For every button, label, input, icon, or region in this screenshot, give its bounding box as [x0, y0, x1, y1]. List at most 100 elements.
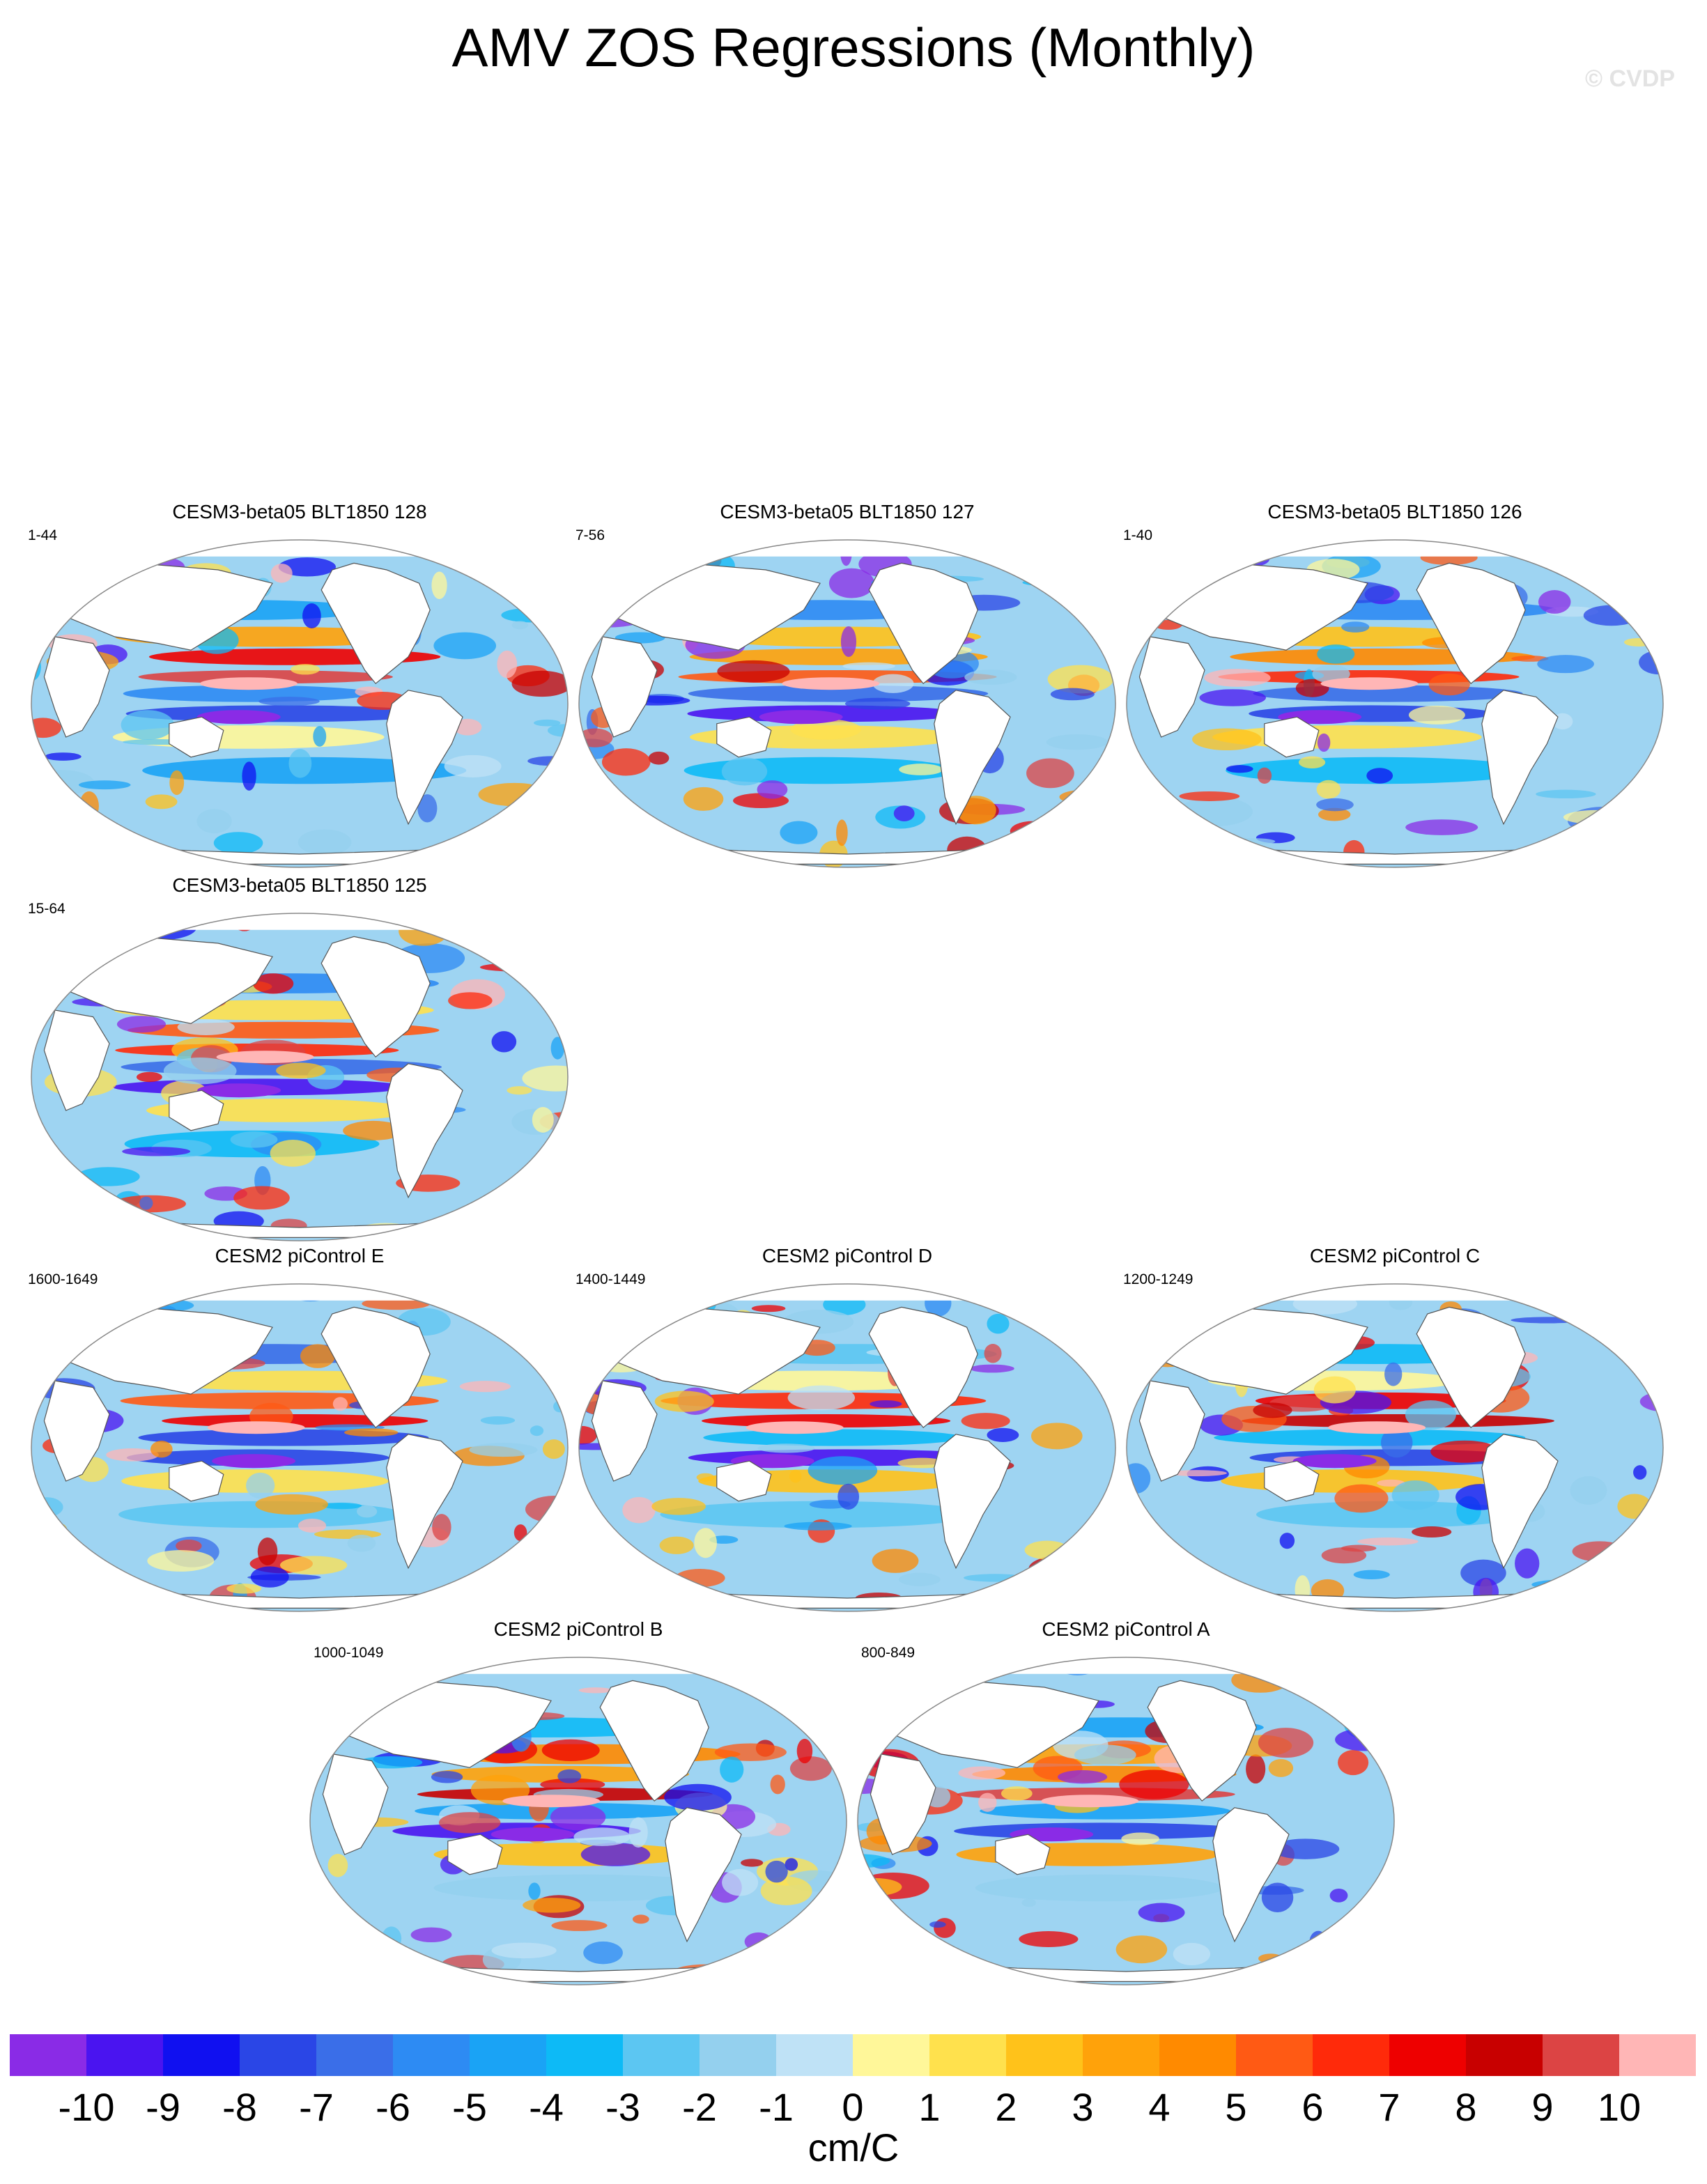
- anomaly-patch: [837, 1483, 860, 1510]
- anomaly-patch: [579, 1351, 590, 1363]
- anomaly-min: [1292, 1454, 1377, 1469]
- colorbar-tick-label: -8: [222, 2085, 257, 2129]
- colorbar-tick-label: -7: [299, 2085, 334, 2129]
- anomaly-patch: [1536, 789, 1596, 799]
- anomaly-patch: [79, 791, 99, 821]
- land-mass: [1416, 562, 1526, 685]
- anomaly-patch: [1232, 551, 1270, 567]
- anomaly-patch: [1515, 1548, 1540, 1579]
- anomaly-patch: [721, 757, 768, 786]
- land-mass: [1416, 1306, 1526, 1429]
- anomaly-patch: [462, 1581, 493, 1611]
- anomaly-patch: [1317, 644, 1355, 664]
- anomaly-patch: [1612, 580, 1663, 588]
- anomaly-patch: [132, 860, 206, 867]
- anomaly-patch: [1028, 1556, 1092, 1583]
- anomaly-patch: [528, 1882, 541, 1900]
- anomaly-patch: [609, 541, 631, 559]
- anomaly-patch: [1019, 1931, 1079, 1947]
- anomaly-patch: [469, 1443, 538, 1457]
- anomaly-patch: [88, 852, 142, 867]
- anomaly-patch: [539, 913, 568, 927]
- anomaly-patch: [1010, 821, 1056, 842]
- land-mass: [1147, 1680, 1257, 1802]
- panel-period: 7-56: [576, 527, 605, 543]
- anomaly-patch: [479, 963, 550, 972]
- anomaly-patch: [1246, 1754, 1266, 1784]
- world-map: [309, 1657, 847, 1985]
- colorbar-tick-label: 8: [1455, 2085, 1477, 2129]
- anomaly-patch: [1187, 835, 1241, 866]
- anomaly-patch: [33, 801, 65, 830]
- anomaly-patch: [1511, 1317, 1584, 1324]
- colorbar-tick-label: 9: [1531, 2085, 1554, 2129]
- anomaly-patch: [344, 1428, 399, 1437]
- anomaly-patch: [246, 1472, 275, 1499]
- anomaly-patch: [558, 1560, 568, 1580]
- anomaly-patch: [1598, 1317, 1633, 1336]
- anomaly-max: [1320, 677, 1419, 690]
- anomaly-patch: [1612, 543, 1646, 563]
- anomaly-patch: [1026, 758, 1074, 789]
- anomaly-patch: [1179, 791, 1240, 801]
- anomaly-patch: [978, 1792, 997, 1812]
- anomaly-patch: [664, 1783, 732, 1811]
- anomaly-patch: [400, 540, 419, 554]
- anomaly-patch: [741, 1859, 764, 1867]
- anomaly-patch: [106, 1448, 159, 1462]
- world-map: [1126, 539, 1664, 868]
- anomaly-patch: [122, 1147, 191, 1156]
- anomaly-patch: [1119, 1769, 1189, 1799]
- land-mass: [386, 690, 463, 826]
- anomaly-patch: [1377, 1479, 1405, 1487]
- anomaly-patch: [139, 1196, 153, 1210]
- anomaly-patch: [530, 1425, 544, 1436]
- land-mass: [320, 936, 431, 1058]
- anomaly-patch: [888, 1946, 918, 1969]
- anomaly-patch: [1542, 844, 1605, 858]
- anomaly-min: [212, 1454, 296, 1469]
- anomaly-patch: [587, 1560, 648, 1584]
- land-mass: [447, 1834, 503, 1875]
- anomaly-patch: [1001, 1786, 1033, 1801]
- anomaly-patch: [580, 1843, 651, 1866]
- anomaly-patch: [524, 540, 568, 543]
- ocean-background: [1127, 540, 1663, 867]
- anomaly-patch: [527, 943, 568, 952]
- land-mass: [320, 1306, 431, 1429]
- anomaly-patch: [136, 1071, 162, 1083]
- anomaly-patch: [934, 1918, 956, 1938]
- anomaly-patch: [1577, 1301, 1625, 1326]
- colorbar-tick-label: 6: [1302, 2085, 1324, 2129]
- colorbar-tick-label: -4: [529, 2085, 564, 2129]
- anomaly-patch: [1127, 1574, 1158, 1582]
- colorbar-swatch: [316, 2034, 393, 2076]
- anomaly-band: [433, 1874, 733, 1902]
- anomaly-patch: [654, 1391, 714, 1412]
- anomaly-patch: [116, 1016, 167, 1033]
- anomaly-patch: [1127, 1550, 1161, 1565]
- anomaly-patch: [1492, 540, 1516, 553]
- anomaly-patch: [1583, 605, 1639, 626]
- map-panel: CESM2 piControl B 1000-1049: [307, 1618, 850, 1994]
- colorbar-tick-label: -1: [759, 2085, 794, 2129]
- anomaly-patch: [31, 768, 60, 794]
- anomaly-patch: [1271, 1838, 1340, 1859]
- anomaly-patch: [670, 1964, 743, 1983]
- anomaly-max: [782, 677, 880, 690]
- anomaly-patch: [551, 1920, 608, 1931]
- anomaly-patch: [1261, 1882, 1294, 1912]
- land-mass: [870, 1753, 936, 1855]
- anomaly-patch: [300, 1344, 335, 1368]
- colorbar-swatch: [546, 2034, 623, 2076]
- anomaly-patch: [1572, 1541, 1628, 1562]
- anomaly-patch: [785, 1858, 798, 1871]
- map-panel: CESM3-beta05 BLT1850 126 1-40: [1123, 500, 1667, 876]
- anomaly-patch: [310, 1706, 326, 1729]
- anomaly-patch: [1316, 798, 1354, 812]
- anomaly-patch: [651, 1498, 706, 1515]
- anomaly-patch: [532, 1107, 554, 1133]
- panel-title: CESM3-beta05 BLT1850 127: [720, 501, 975, 522]
- land-mass: [1138, 636, 1205, 738]
- land-mass: [599, 1680, 709, 1802]
